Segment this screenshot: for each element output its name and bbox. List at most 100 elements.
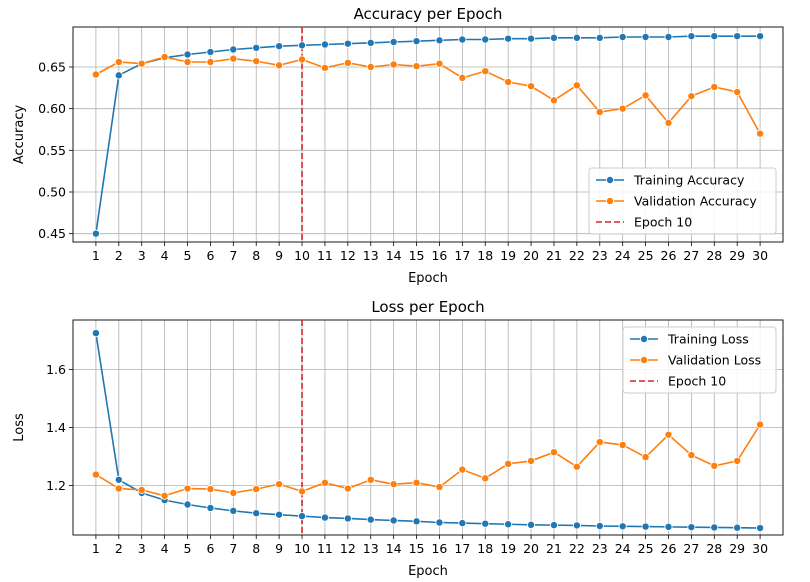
data-point	[687, 451, 696, 460]
x-tick-label: 27	[683, 248, 699, 263]
data-point	[641, 453, 650, 462]
data-point	[664, 430, 673, 439]
data-point	[229, 488, 238, 497]
x-tick-label: 4	[161, 248, 169, 263]
data-point	[183, 484, 192, 493]
series-validation-accuracy	[91, 53, 765, 138]
legend-box	[588, 167, 777, 235]
data-point	[504, 459, 513, 468]
x-tick-label: 12	[340, 541, 356, 556]
x-tick-label: 15	[409, 248, 425, 263]
x-tick-label: 16	[431, 541, 447, 556]
loss-chart: 1 2 3 4 5 6 7 8 9 10 11 12 13 14 15 16 17 18 19 20 21 22 23 24 2…	[12, 298, 784, 579]
x-tick-label: 23	[592, 248, 608, 263]
data-point	[549, 33, 558, 42]
x-tick-label: 14	[386, 541, 402, 556]
data-point	[435, 36, 444, 45]
data-point	[435, 483, 444, 492]
x-tick-label: 16	[431, 248, 447, 263]
data-point	[183, 50, 192, 59]
data-point	[756, 32, 765, 41]
y-tick-label: 1.6	[46, 362, 66, 377]
data-point	[595, 108, 604, 117]
x-tick-label: 10	[294, 248, 310, 263]
data-point	[710, 461, 719, 470]
data-point	[412, 478, 421, 487]
data-point	[343, 58, 352, 67]
y-tick-label: 0.60	[38, 101, 66, 116]
data-point	[91, 470, 100, 479]
legend: Training Accuracy Validation Accuracy Epoc…	[588, 167, 777, 235]
data-point	[756, 129, 765, 138]
data-point	[641, 33, 650, 42]
data-point	[504, 78, 513, 87]
x-tick-label: 3	[138, 541, 146, 556]
data-point	[618, 522, 627, 531]
data-point	[710, 32, 719, 41]
data-point	[229, 54, 238, 63]
data-point	[733, 32, 742, 41]
legend-swatch-marker	[606, 196, 615, 205]
x-tick-label: 7	[229, 248, 237, 263]
x-axis-label: Epoch	[408, 271, 448, 286]
x-tick-label: 9	[275, 541, 283, 556]
y-tick-label: 0.65	[38, 60, 66, 75]
chart-title: Accuracy per Epoch	[354, 5, 503, 23]
data-point	[389, 480, 398, 489]
data-point	[595, 438, 604, 447]
data-point	[320, 63, 329, 72]
legend-entry-label: Training Loss	[667, 332, 749, 347]
data-point	[389, 38, 398, 47]
data-point	[366, 475, 375, 484]
x-tick-label: 30	[752, 541, 768, 556]
data-point	[137, 59, 146, 68]
data-point	[481, 474, 490, 483]
legend-entry-label: Training Accuracy	[633, 173, 745, 188]
data-point	[687, 92, 696, 101]
data-point	[183, 500, 192, 509]
series-validation-loss	[91, 420, 765, 500]
legend-swatch-marker	[640, 355, 649, 364]
x-tick-label: 1	[92, 248, 100, 263]
data-point	[572, 33, 581, 42]
x-tick-label: 22	[569, 248, 585, 263]
data-point	[756, 420, 765, 429]
data-point	[733, 523, 742, 532]
x-tick-label: 17	[454, 541, 470, 556]
legend-entry-label: Epoch 10	[668, 374, 726, 389]
legend-swatch-marker	[606, 175, 615, 184]
data-point	[320, 478, 329, 487]
data-point	[595, 521, 604, 530]
data-point	[298, 41, 307, 50]
series-line	[95, 424, 761, 497]
data-point	[366, 63, 375, 72]
x-tick-label: 21	[546, 248, 562, 263]
x-tick-label: 1	[92, 541, 100, 556]
x-tick-label: 5	[184, 541, 192, 556]
data-point	[527, 520, 536, 529]
x-tick-label: 20	[523, 248, 539, 263]
data-point	[343, 514, 352, 523]
legend-swatch-marker	[640, 334, 649, 343]
data-point	[572, 81, 581, 90]
data-point	[572, 521, 581, 530]
data-point	[252, 57, 261, 66]
data-point	[389, 516, 398, 525]
data-point	[91, 329, 100, 338]
x-tick-label: 28	[706, 541, 722, 556]
data-point	[435, 59, 444, 68]
data-point	[527, 34, 536, 43]
y-tick-label: 0.55	[38, 143, 66, 158]
x-tick-label: 14	[386, 248, 402, 263]
data-point	[114, 71, 123, 80]
data-point	[458, 519, 467, 528]
data-point	[618, 33, 627, 42]
data-point	[481, 67, 490, 76]
x-tick-label: 24	[615, 248, 631, 263]
data-point	[91, 229, 100, 238]
data-point	[549, 521, 558, 530]
data-point	[160, 491, 169, 500]
y-axis-label: Accuracy	[12, 105, 27, 165]
legend-entry-label: Validation Accuracy	[634, 194, 757, 209]
